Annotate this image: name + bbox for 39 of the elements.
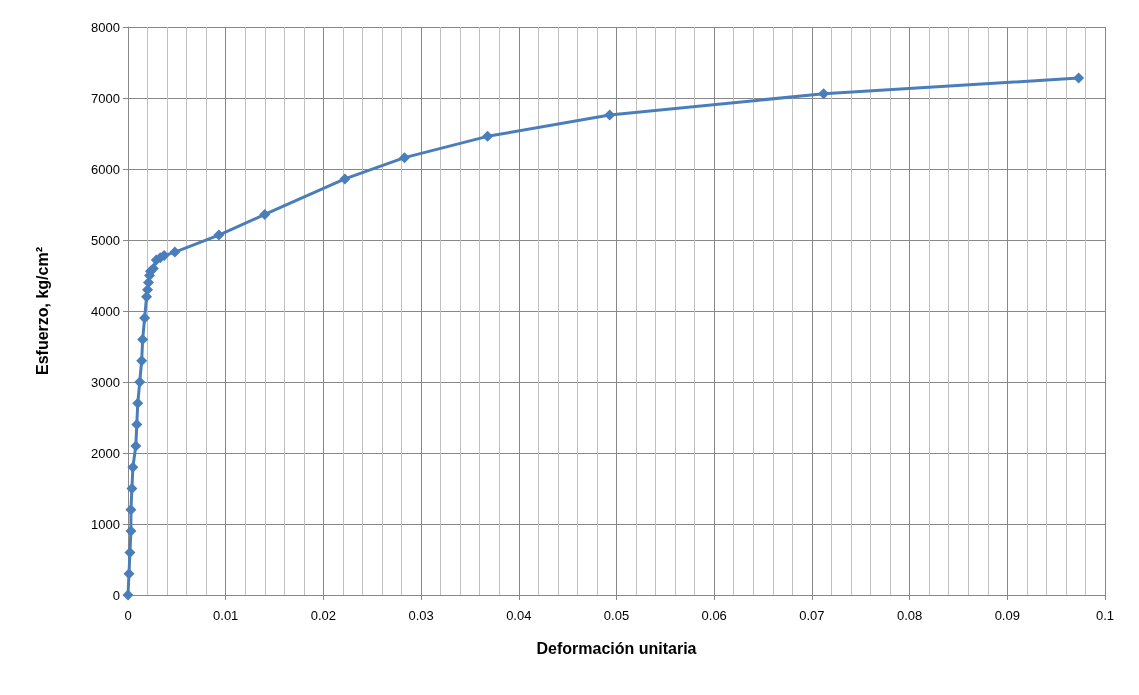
- point: [130, 440, 142, 452]
- x-tick-label: 0.01: [213, 608, 239, 623]
- y-axis-title: Esfuerzo, kg/cm²: [33, 246, 51, 376]
- point: [125, 525, 137, 537]
- point: [259, 208, 271, 220]
- x-tick-label: 0: [124, 608, 132, 623]
- x-tick-label: 0.1: [1095, 608, 1115, 623]
- point: [1073, 72, 1085, 84]
- y-tick-label: 4000: [91, 303, 120, 319]
- y-tick-label: 6000: [91, 161, 120, 177]
- y-tick-label: 7000: [91, 90, 120, 106]
- point: [122, 589, 134, 601]
- x-tick-label: 0.09: [994, 608, 1020, 623]
- point: [136, 355, 148, 367]
- y-tick-label: 2000: [91, 445, 120, 461]
- point: [126, 483, 138, 494]
- x-tick-label: 0.04: [506, 608, 532, 623]
- point: [398, 152, 410, 164]
- x-tick-label: 0.05: [603, 608, 630, 623]
- point: [213, 229, 225, 241]
- point: [132, 397, 144, 409]
- y-tick-label: 8000: [91, 19, 120, 35]
- point: [134, 376, 146, 388]
- y-tick-label: 5000: [91, 232, 120, 248]
- x-axis-title: Deformación unitaria: [536, 639, 697, 657]
- point: [137, 333, 149, 345]
- x-tick-label: 0.06: [701, 608, 727, 623]
- x-tick-label: 0.02: [310, 608, 337, 623]
- x-tick-label: 0.08: [896, 608, 923, 623]
- point: [127, 461, 139, 473]
- x-tick-label: 0.03: [408, 608, 434, 623]
- point: [139, 312, 151, 324]
- y-tick-label: 0: [112, 587, 120, 603]
- y-tick-label: 3000: [91, 374, 120, 390]
- x-tick-label: 0.07: [799, 608, 825, 623]
- point: [339, 173, 351, 185]
- point: [169, 246, 181, 258]
- point: [482, 130, 494, 142]
- y-tick-label: 1000: [91, 516, 120, 532]
